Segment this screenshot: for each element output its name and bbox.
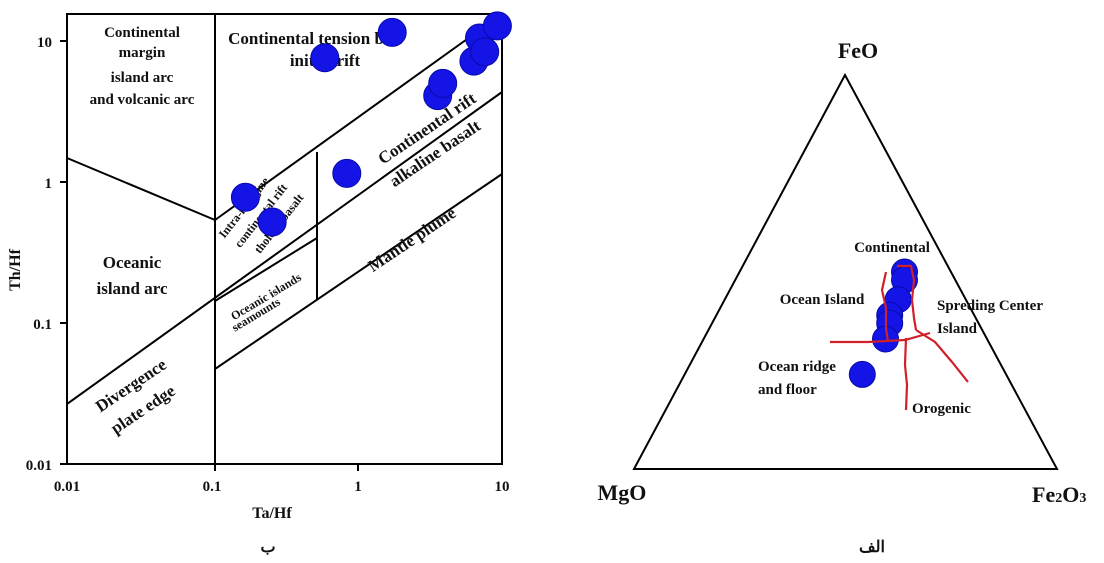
- vertex-label-fe2o3: Fe2O3: [1032, 482, 1086, 507]
- tectonic-discrimination-diagram: 10 1 0.1 0.01 Th/Hf 0.01 0.1 1 10 Ta/Hf …: [7, 11, 512, 556]
- x-tick-label: 0.1: [203, 479, 222, 495]
- x-tick-label: 10: [495, 479, 510, 495]
- field-labels: Continental margin island arc and volcan…: [90, 25, 485, 438]
- x-tick-label: 1: [354, 479, 362, 495]
- field-label-mantle-plume: Mantle plume: [365, 203, 460, 276]
- y-tick-label: 0.01: [26, 458, 52, 474]
- field-label-continental-margin: margin: [119, 45, 166, 61]
- boundary-orogenic-ridge: [903, 337, 909, 411]
- field-label-orogenic: Orogenic: [912, 401, 971, 417]
- field-label-ocean-ridge: Ocean ridge: [758, 359, 836, 375]
- field-label-continental-margin: Continental: [104, 25, 180, 41]
- plot-frame: [66, 13, 503, 465]
- vertex-label-feo: FeO: [838, 38, 878, 63]
- boundary-seamount-top: [214, 237, 318, 302]
- boundary-spreading-orogenic: [915, 329, 969, 383]
- panel-label-left: ب: [260, 539, 275, 556]
- vertex-label-fe2o3-sub: 2: [1055, 491, 1062, 506]
- field-label-ocean-island: Ocean Island: [780, 292, 865, 308]
- y-tick-label: 0.1: [33, 317, 52, 333]
- boundary-continental-left: [880, 271, 890, 343]
- vertex-label-mgo: MgO: [598, 480, 647, 505]
- field-label-continental-tension: Continental tension belt: [228, 29, 402, 48]
- sample-point: [257, 207, 287, 237]
- y-axis: 10 1 0.1 0.01 Th/Hf: [7, 35, 67, 474]
- boundary-upper-diagonal: [214, 13, 503, 221]
- boundary-ocean-island-floor: [830, 331, 931, 344]
- boundary-continental-right: [897, 264, 918, 331]
- boundary-lower-diagonal: [214, 173, 503, 370]
- field-label-spreading-center: Island: [937, 321, 978, 337]
- x-tick-label: 0.01: [54, 479, 80, 495]
- x-axis: 0.01 0.1 1 10 Ta/Hf: [54, 464, 510, 522]
- sample-point: [310, 43, 340, 73]
- field-label-ocean-ridge: and floor: [758, 382, 817, 398]
- sample-point: [428, 68, 458, 98]
- ternary-diagram: FeO MgO Fe2O3 Continental Ocean Island S…: [598, 38, 1087, 556]
- x-axis-label: Ta/Hf: [252, 505, 292, 522]
- ternary-triangle: [632, 72, 1059, 470]
- vertex-label-fe2o3-part: Fe: [1032, 482, 1055, 507]
- panel-label-right: الف: [859, 539, 885, 556]
- sample-point: [470, 37, 500, 67]
- field-label-continental-margin: and volcanic arc: [90, 92, 195, 108]
- y-axis-label: Th/Hf: [7, 248, 24, 290]
- field-boundaries: [66, 13, 503, 464]
- field-label-spreading-center: Spreding Center: [937, 298, 1043, 314]
- vertex-label-fe2o3-sub: 3: [1079, 491, 1086, 506]
- field-label-continental: Continental: [854, 240, 930, 256]
- ternary-field-boundaries: [830, 264, 969, 411]
- sample-point: [332, 158, 362, 188]
- y-tick-label: 1: [45, 176, 53, 192]
- sample-point: [377, 17, 407, 47]
- sample-point: [482, 11, 512, 41]
- field-label-oceanic-island-arc: Oceanic: [103, 253, 162, 272]
- sample-points: [848, 258, 918, 388]
- sample-points: [230, 11, 512, 237]
- boundary-main-diagonal: [66, 91, 503, 405]
- sample-point: [848, 360, 876, 388]
- field-label-continental-margin: island arc: [111, 70, 174, 86]
- y-tick-label: 10: [37, 35, 52, 51]
- sample-point: [230, 182, 260, 212]
- field-label-oceanic-island-arc: island arc: [96, 279, 167, 298]
- boundary-arc-oceanic: [66, 157, 216, 221]
- vertex-label-fe2o3-part: O: [1062, 482, 1079, 507]
